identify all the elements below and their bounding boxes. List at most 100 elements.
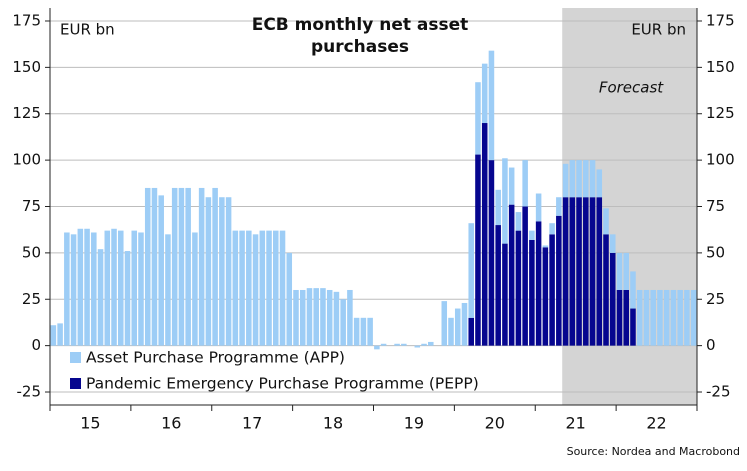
bar	[616, 289, 623, 346]
bar	[636, 289, 643, 346]
bar	[421, 343, 427, 346]
bar	[246, 230, 252, 346]
bar	[515, 212, 522, 231]
x-tick-label: 15	[80, 414, 100, 433]
bar	[630, 308, 636, 346]
bar	[556, 215, 562, 346]
legend-label: Pandemic Emergency Purchase Programme (P…	[86, 375, 479, 393]
bar	[299, 289, 306, 346]
bar	[549, 223, 555, 235]
bar	[583, 160, 589, 198]
x-tick-label: 22	[646, 414, 666, 433]
y2-tick-label: 125	[706, 104, 735, 122]
bar	[326, 289, 333, 346]
bar	[320, 288, 326, 346]
y2-tick-label: 0	[706, 336, 716, 354]
bar	[124, 251, 131, 346]
bar	[535, 221, 542, 346]
bar	[104, 230, 111, 346]
bar	[589, 197, 596, 346]
bar	[677, 289, 683, 346]
bar	[117, 230, 124, 346]
bar	[185, 187, 191, 346]
x-tick-label: 20	[485, 414, 505, 433]
y-axis-label: EUR bn	[60, 21, 115, 39]
bar	[333, 291, 340, 346]
bar	[77, 228, 84, 346]
bar	[529, 230, 535, 240]
bar	[178, 187, 185, 346]
bar	[64, 232, 70, 346]
bar	[495, 225, 501, 346]
bar	[198, 187, 205, 346]
bar	[670, 289, 677, 346]
bar	[522, 206, 528, 346]
y2-tick-label: 50	[706, 243, 725, 261]
bar	[589, 160, 596, 198]
bar	[192, 232, 198, 346]
source: Source: Nordea and Macrobond	[567, 445, 740, 458]
bar	[623, 252, 630, 290]
bar	[596, 169, 603, 198]
bar	[609, 252, 616, 346]
bar	[562, 163, 569, 198]
bar	[50, 325, 57, 346]
bar	[165, 234, 171, 346]
x-tick-label: 21	[566, 414, 586, 433]
bar	[690, 289, 697, 346]
y-tick-label: 175	[12, 11, 41, 29]
bar	[225, 197, 232, 346]
bar	[461, 302, 468, 346]
chart-title: ECB monthly net asset purchases	[251, 15, 469, 57]
y-tick-label: 0	[31, 336, 41, 354]
bar	[502, 243, 508, 346]
y2-axis-label: EUR bn	[631, 21, 686, 39]
bar	[232, 230, 239, 346]
bar	[508, 167, 515, 205]
bar	[347, 289, 353, 346]
annotation: Forecast	[599, 79, 664, 97]
bar	[542, 247, 549, 346]
bar	[542, 245, 549, 248]
bar	[562, 197, 569, 346]
bar	[650, 289, 656, 346]
bar	[583, 197, 589, 346]
bar	[556, 197, 562, 216]
bar	[353, 317, 360, 346]
bar	[151, 187, 158, 346]
y-tick-label: -25	[17, 383, 42, 401]
bar	[663, 289, 670, 346]
bar	[522, 160, 528, 207]
bar	[380, 343, 387, 346]
bar	[468, 223, 474, 318]
bar	[508, 204, 515, 346]
bar	[616, 252, 623, 290]
bar	[468, 317, 474, 346]
bar	[401, 343, 407, 346]
bar	[286, 252, 293, 346]
bar	[576, 160, 582, 198]
bar	[488, 160, 495, 346]
bar	[84, 228, 90, 346]
legend-swatch	[70, 378, 81, 389]
bar	[475, 154, 481, 346]
y-tick-label: 50	[22, 243, 41, 261]
bar	[219, 197, 225, 346]
bar	[630, 271, 636, 309]
bar	[374, 345, 380, 350]
bar	[279, 230, 286, 346]
bar	[623, 289, 630, 346]
y2-tick-label: 25	[706, 290, 725, 308]
x-tick-label: 19	[404, 414, 424, 433]
y-tick-label: 100	[12, 151, 41, 169]
bar	[441, 301, 448, 346]
bar	[239, 230, 245, 346]
y2-tick-label: 150	[706, 58, 735, 76]
bar	[448, 317, 454, 346]
bar	[212, 187, 218, 346]
bar	[91, 232, 97, 346]
bar	[97, 249, 104, 346]
bar	[138, 232, 144, 346]
